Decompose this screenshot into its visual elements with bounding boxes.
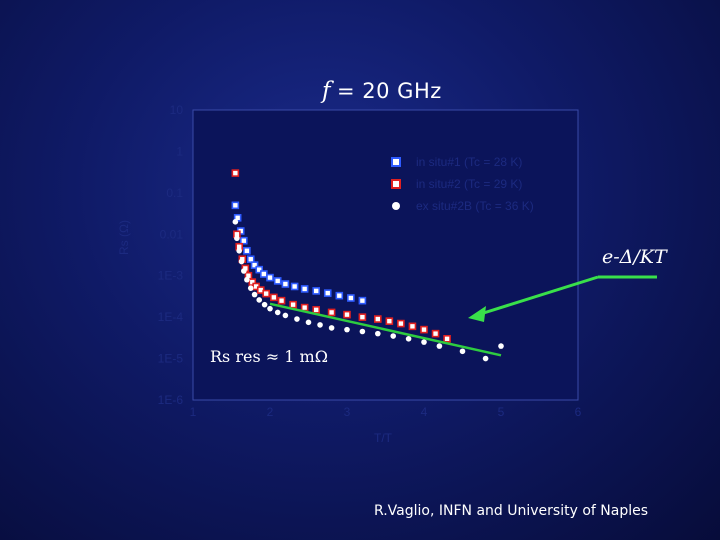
data-point-series-2	[277, 296, 286, 305]
legend-marker-series-2	[391, 179, 401, 189]
title-frequency-symbol: f	[322, 78, 332, 104]
data-point-series-3	[247, 285, 254, 291]
data-point-series-3	[261, 301, 268, 308]
data-point-series-1	[347, 294, 355, 302]
fit-arrow-shaft	[473, 275, 599, 318]
y-tick-label: 1E-5	[158, 352, 184, 366]
data-point-series-1	[300, 285, 309, 293]
data-point-series-3	[375, 330, 381, 337]
data-point-series-1	[231, 201, 240, 210]
x-tick-label: 2	[267, 405, 274, 419]
data-point-series-3	[238, 258, 245, 265]
data-point-series-1	[266, 273, 274, 282]
data-point-series-3	[344, 326, 350, 333]
y-tick-label: 1	[176, 144, 183, 158]
data-point-series-3	[459, 348, 466, 355]
fit-line	[269, 302, 502, 357]
x-tick-label: 1	[190, 405, 197, 419]
data-point-series-2	[262, 289, 270, 298]
data-point-series-2	[408, 322, 417, 331]
data-point-series-1	[260, 270, 268, 278]
y-tick-label: 1E-6	[158, 393, 184, 407]
legend-marker-series-3	[392, 202, 400, 210]
y-axis-label: Rs (Ω)	[117, 220, 131, 255]
data-point-series-1	[358, 296, 367, 305]
data-point-series-3	[282, 312, 289, 319]
data-point-series-1	[335, 291, 344, 300]
data-point-series-3	[328, 325, 335, 331]
fit-label: e-Δ/KT	[602, 246, 667, 268]
y-tick-label: 1E-4	[158, 310, 184, 324]
data-point-series-1	[255, 265, 264, 274]
data-point-series-3	[317, 322, 323, 328]
data-point-series-3	[256, 297, 263, 303]
data-point-series-3	[274, 309, 281, 316]
data-point-series-3	[405, 336, 412, 342]
data-point-series-3	[421, 339, 427, 345]
data-point-series-3	[482, 355, 489, 362]
data-point-series-1	[312, 287, 321, 295]
data-point-series-3	[436, 343, 443, 349]
x-axis-label: T/T	[374, 431, 393, 445]
data-point-series-3	[251, 291, 258, 298]
data-point-series-2	[343, 310, 351, 319]
data-point-series-2	[443, 335, 451, 343]
data-point-series-1	[323, 289, 332, 297]
data-point-series-1	[246, 255, 255, 264]
data-point-series-2	[231, 169, 240, 177]
data-point-series-3	[390, 333, 397, 339]
data-point-series-2	[248, 278, 257, 286]
data-point-series-2	[358, 313, 367, 321]
data-point-series-1	[240, 236, 248, 245]
data-point-series-2	[300, 303, 309, 312]
data-point-series-2	[289, 300, 297, 309]
legend-label-series-3: ex situ#2B (Tc = 36 K)	[416, 199, 534, 213]
x-tick-label: 5	[498, 405, 505, 419]
data-point-series-3	[232, 219, 239, 225]
residual-resistance-label: Rs res ≈ 1 mΩ	[210, 347, 328, 366]
data-point-series-2	[327, 308, 336, 317]
data-point-series-3	[359, 328, 366, 335]
data-point-series-2	[312, 306, 321, 314]
data-point-series-3	[294, 316, 300, 322]
data-point-series-1	[290, 282, 299, 291]
data-point-series-3	[267, 305, 273, 312]
x-tick-label: 3	[344, 405, 351, 419]
y-tick-label: 0.1	[166, 186, 183, 200]
data-point-series-2	[373, 315, 382, 323]
data-point-series-2	[431, 329, 440, 338]
title-frequency-value: = 20 GHz	[337, 79, 442, 103]
plot-frame	[192, 109, 579, 401]
credit-text: R.Vaglio, INFN and University of Naples	[374, 503, 648, 519]
data-point-series-2	[420, 325, 428, 334]
data-point-series-3	[498, 343, 504, 349]
data-point-series-3	[241, 268, 247, 274]
legend-marker-series-1	[391, 157, 401, 167]
data-point-series-3	[234, 235, 240, 242]
fit-arrow-head	[468, 306, 486, 322]
legend-label-series-2: in situ#2 (Tc = 29 K)	[416, 177, 522, 191]
data-point-series-3	[305, 319, 312, 326]
data-point-series-3	[244, 276, 250, 283]
data-point-series-3	[236, 247, 242, 254]
data-point-series-2	[385, 317, 394, 325]
x-tick-label: 4	[421, 405, 428, 419]
chart-title: f = 20 GHz	[322, 78, 442, 104]
y-tick-label: 0.01	[160, 227, 184, 241]
legend-label-series-1: in situ#1 (Tc = 28 K)	[416, 155, 522, 169]
data-point-series-2	[397, 319, 405, 328]
x-tick-label: 6	[575, 405, 582, 419]
data-point-series-1	[273, 277, 282, 285]
data-point-series-1	[281, 280, 290, 288]
data-point-series-1	[250, 261, 259, 269]
y-tick-label: 10	[170, 103, 184, 117]
y-tick-label: 1E-3	[158, 269, 184, 283]
data-point-series-2	[270, 293, 278, 302]
data-point-series-1	[243, 246, 251, 255]
